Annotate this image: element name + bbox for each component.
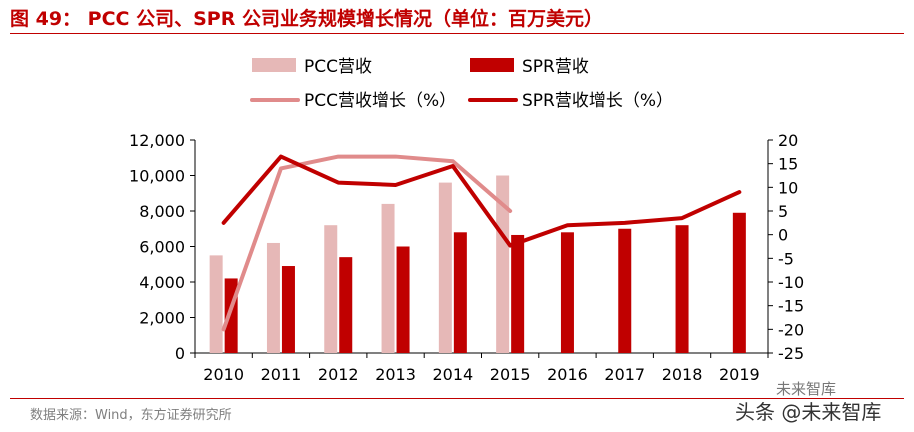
y-left-tick-label: 10,000 [129,167,185,186]
legend-swatch-bar [252,58,296,72]
x-tick-label: 2011 [261,365,302,384]
bar-spr-revenue [560,232,574,353]
y-right-tick-label: -15 [778,297,804,316]
bar-spr-revenue [453,232,467,353]
title-divider [10,33,904,34]
y-right-tick-label: -25 [778,344,804,363]
x-tick-label: 2016 [547,365,588,384]
y-right-tick-label: 10 [778,178,798,197]
bar-spr-revenue [281,266,295,353]
legend-label: SPR营收 [522,57,589,77]
bar-pcc-revenue [209,255,223,353]
bar-pcc-revenue [496,175,510,353]
bar-pcc-revenue [438,182,452,353]
x-tick-label: 2017 [604,365,645,384]
x-tick-label: 2012 [318,365,359,384]
legend-swatch-bar [470,58,514,72]
legend-label: SPR营收增长（%） [522,91,673,111]
bar-spr-revenue [732,212,746,353]
y-right-tick-label: -20 [778,320,804,339]
line-pcc-growth [221,154,513,332]
line-spr-growth [221,154,742,248]
y-right-tick-label: 0 [778,226,788,245]
y-right-tick-label: -10 [778,273,804,292]
legend-label: PCC营收增长（%） [304,91,456,111]
legend: PCC营收 SPR营收 PCC营收增长（%） SPR营收增长（%） [250,57,673,111]
x-tick-label: 2013 [375,365,416,384]
y-right-tick-label: 15 [778,155,798,174]
bar-spr-revenue [339,257,353,353]
y-right-tick-label: -5 [778,249,794,268]
y-left-tick-label: 2,000 [139,309,185,328]
bar-pcc-revenue [381,203,395,353]
x-tick-label: 2014 [432,365,473,384]
axes: 0 2,000 4,000 6,000 8,000 10,000 12,000 -25 -20 -… [129,131,804,384]
x-tick-label: 2019 [719,365,760,384]
bar-pcc-revenue [266,242,280,353]
x-tick-label: 2015 [490,365,531,384]
x-tick-label: 2018 [662,365,703,384]
y-right-tick-label: 5 [778,202,788,221]
legend-label: PCC营收 [304,57,372,77]
y-left-tick-label: 12,000 [129,131,185,150]
lines [221,154,742,332]
y-left-tick-label: 8,000 [139,202,185,221]
bars [209,175,746,353]
bar-spr-revenue [396,246,410,353]
y-left-tick-label: 6,000 [139,238,185,257]
bar-spr-revenue [511,234,525,353]
y-left-tick-label: 0 [175,344,185,363]
source-divider [10,398,904,399]
x-tick-label: 2010 [203,365,244,384]
bar-spr-revenue [618,228,632,353]
source-note: 数据来源：Wind，东方证券研究所 [30,408,232,423]
watermark-logo-text: 未来智库 [776,380,837,398]
y-left-tick-label: 4,000 [139,273,185,292]
chart-title: 图 49： PCC 公司、SPR 公司业务规模增长情况（单位：百万美元） [10,8,603,30]
watermark-text: 头条 @未来智库 [735,400,882,424]
bar-spr-revenue [675,225,689,353]
y-right-tick-label: 20 [778,131,798,150]
bar-pcc-revenue [324,225,338,353]
